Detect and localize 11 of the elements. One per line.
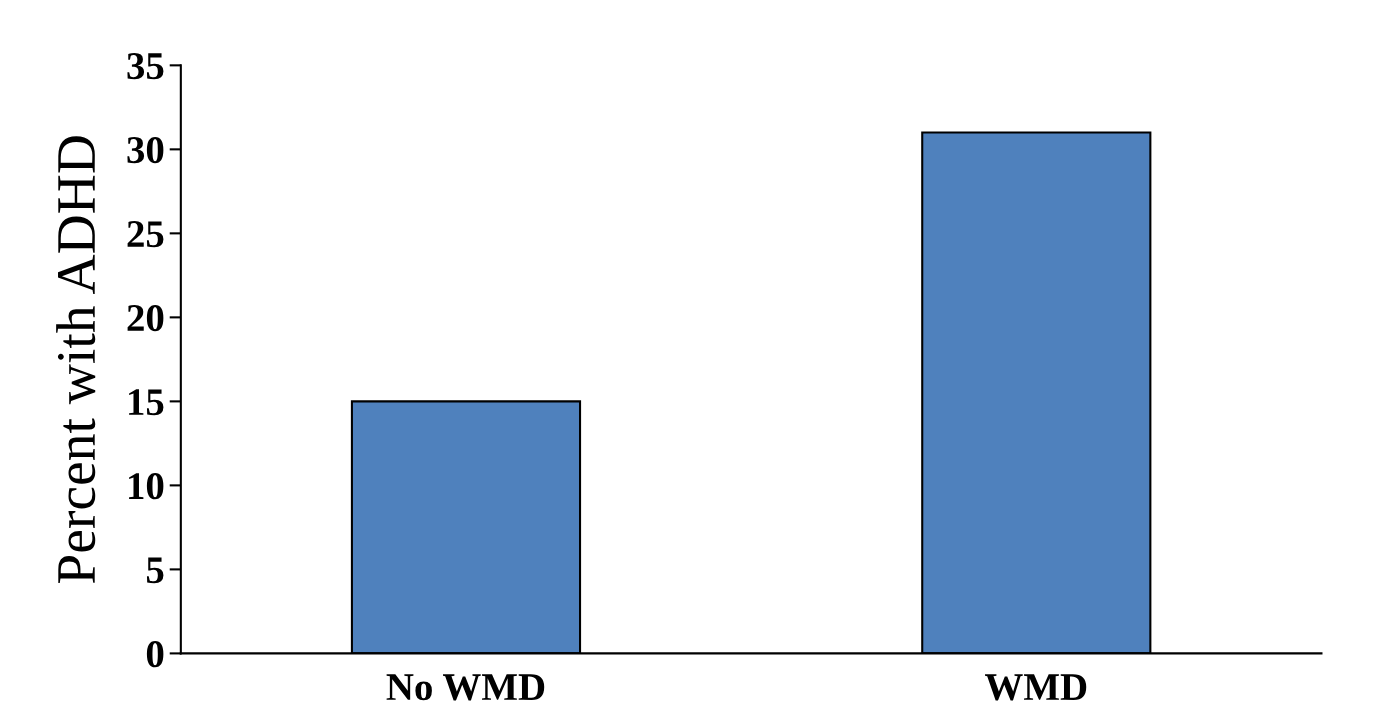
x-tick-label: WMD — [985, 674, 1087, 701]
x-tick-label: No WMD — [386, 674, 545, 701]
y-tick-label: 20 — [127, 305, 164, 332]
y-tick-label: 30 — [127, 136, 164, 164]
y-tick-label: 5 — [146, 557, 164, 584]
y-tick-label: 0 — [146, 641, 164, 668]
y-tick-label: 10 — [129, 473, 164, 500]
y-tick-label: 25 — [127, 221, 164, 248]
y-axis-title: Percent with ADHD — [56, 136, 96, 584]
y-tick-label: 35 — [127, 53, 164, 80]
y-tick-label: 15 — [129, 389, 164, 416]
